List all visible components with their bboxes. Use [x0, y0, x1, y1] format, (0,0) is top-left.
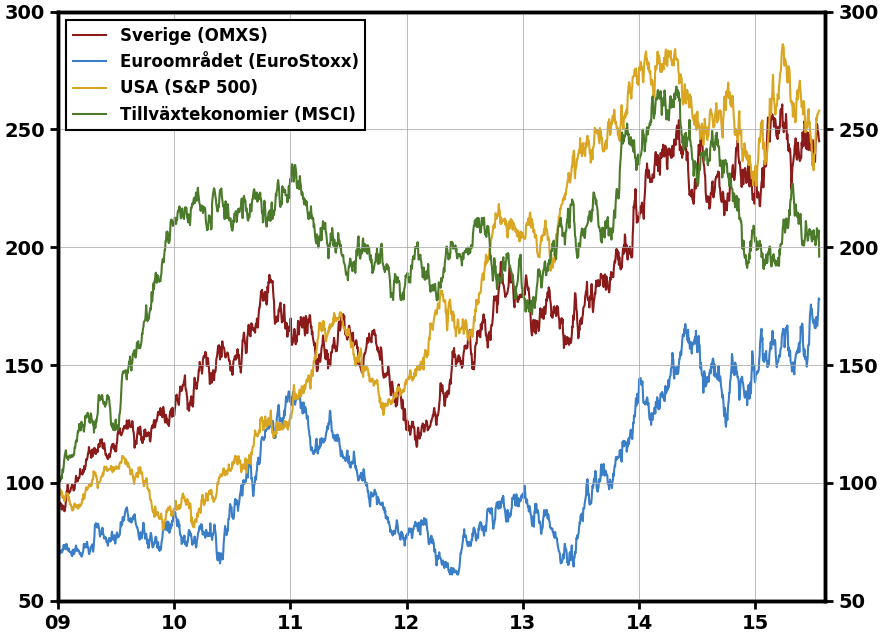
Line: USA (S&P 500): USA (S&P 500) [58, 44, 819, 530]
Tillväxtekonomier (MSCI) [747, 229, 758, 237]
Line: Sverige (OMXS): Sverige (OMXS) [58, 104, 819, 512]
Euroområdet (EuroStoxx) [813, 294, 824, 302]
Sverige (OMXS) [382, 371, 393, 378]
Legend: Sverige (OMXS), Euroområdet (EuroStoxx), USA (S&P 500), Tillväxtekonomier (MSCI): Sverige (OMXS), Euroområdet (EuroStoxx),… [66, 20, 366, 131]
Line: Euroområdet (EuroStoxx): Euroområdet (EuroStoxx) [58, 298, 819, 575]
Tillväxtekonomier (MSCI) [112, 422, 123, 429]
Tillväxtekonomier (MSCI) [396, 296, 406, 303]
Sverige (OMXS) [396, 395, 406, 403]
Euroområdet (EuroStoxx) [53, 545, 64, 553]
USA (S&P 500) [112, 464, 123, 472]
Line: Tillväxtekonomier (MSCI): Tillväxtekonomier (MSCI) [58, 87, 819, 487]
Sverige (OMXS) [59, 508, 70, 515]
Sverige (OMXS) [112, 431, 123, 438]
USA (S&P 500) [747, 168, 758, 176]
Euroområdet (EuroStoxx) [507, 494, 517, 502]
USA (S&P 500) [814, 107, 825, 115]
Tillväxtekonomier (MSCI) [53, 483, 64, 491]
Euroområdet (EuroStoxx) [112, 529, 123, 536]
Tillväxtekonomier (MSCI) [814, 253, 825, 261]
USA (S&P 500) [157, 526, 168, 534]
Sverige (OMXS) [747, 196, 758, 204]
USA (S&P 500) [53, 496, 64, 503]
Sverige (OMXS) [53, 507, 64, 515]
Euroområdet (EuroStoxx) [452, 571, 463, 578]
Tillväxtekonomier (MSCI) [411, 244, 421, 252]
Sverige (OMXS) [507, 270, 517, 278]
Tillväxtekonomier (MSCI) [507, 271, 517, 278]
Euroområdet (EuroStoxx) [396, 536, 406, 543]
Euroområdet (EuroStoxx) [747, 352, 758, 359]
Tillväxtekonomier (MSCI) [381, 266, 392, 273]
USA (S&P 500) [396, 390, 406, 398]
Euroområdet (EuroStoxx) [814, 296, 825, 303]
USA (S&P 500) [382, 402, 393, 410]
Euroområdet (EuroStoxx) [411, 522, 421, 530]
USA (S&P 500) [411, 369, 421, 377]
USA (S&P 500) [777, 40, 788, 48]
Sverige (OMXS) [411, 440, 421, 448]
Sverige (OMXS) [814, 138, 825, 145]
Sverige (OMXS) [777, 101, 788, 108]
USA (S&P 500) [507, 217, 517, 224]
Tillväxtekonomier (MSCI) [671, 83, 682, 90]
Euroområdet (EuroStoxx) [381, 515, 392, 523]
